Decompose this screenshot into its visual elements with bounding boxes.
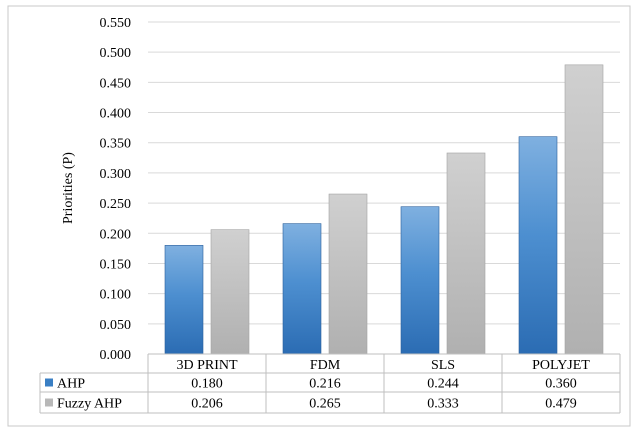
- y-tick-label: 0.100: [100, 288, 132, 303]
- bar-ahp: [164, 245, 204, 355]
- data-label: 0.180: [191, 377, 223, 392]
- y-tick-label: 0.000: [100, 348, 132, 363]
- bar-fuzzy-ahp: [210, 229, 250, 355]
- y-tick-label: 0.350: [100, 137, 132, 152]
- data-label: 0.360: [545, 377, 577, 392]
- legend-label: Fuzzy AHP: [57, 397, 122, 412]
- data-table: 3D PRINT FDM SLS POLYJET AHP 0.180 0.216 0.244 0…: [39, 353, 621, 414]
- data-label: 0.216: [309, 377, 341, 392]
- category-label: FDM: [310, 358, 341, 373]
- legend-key: [45, 378, 53, 387]
- y-tick-label: 0.400: [100, 107, 132, 122]
- bar-ahp: [518, 136, 558, 355]
- bar-ahp: [400, 206, 440, 355]
- legend-key: [45, 398, 53, 407]
- y-tick-labels: 0.000 0.050 0.100 0.150 0.200 0.250 0.300 0.350…: [100, 16, 132, 363]
- chart-border: [7, 5, 631, 427]
- legend-label: AHP: [57, 377, 85, 392]
- data-label: 0.479: [545, 397, 577, 412]
- y-axis-label: Priorities (P): [61, 152, 76, 224]
- bar-fuzzy-ahp: [328, 193, 368, 355]
- bar-fuzzy-ahp: [564, 64, 604, 355]
- y-tick-label: 0.200: [100, 227, 132, 242]
- data-label: 0.333: [427, 397, 459, 412]
- bar-fuzzy-ahp: [446, 152, 486, 355]
- data-label: 0.206: [191, 397, 223, 412]
- y-tick-label: 0.450: [100, 76, 132, 91]
- category-label: 3D PRINT: [176, 358, 238, 373]
- y-tick-label: 0.250: [100, 197, 132, 212]
- y-tick-label: 0.150: [100, 257, 132, 272]
- y-tick-label: 0.500: [100, 46, 132, 61]
- category-label: SLS: [431, 358, 455, 373]
- category-label: POLYJET: [532, 358, 590, 373]
- data-label: 0.265: [309, 397, 341, 412]
- y-tick-label: 0.050: [100, 318, 132, 333]
- bars: [164, 64, 604, 355]
- data-label: 0.244: [427, 377, 459, 392]
- bar-ahp: [282, 223, 322, 355]
- y-tick-label: 0.300: [100, 167, 132, 182]
- y-tick-label: 0.550: [100, 16, 132, 31]
